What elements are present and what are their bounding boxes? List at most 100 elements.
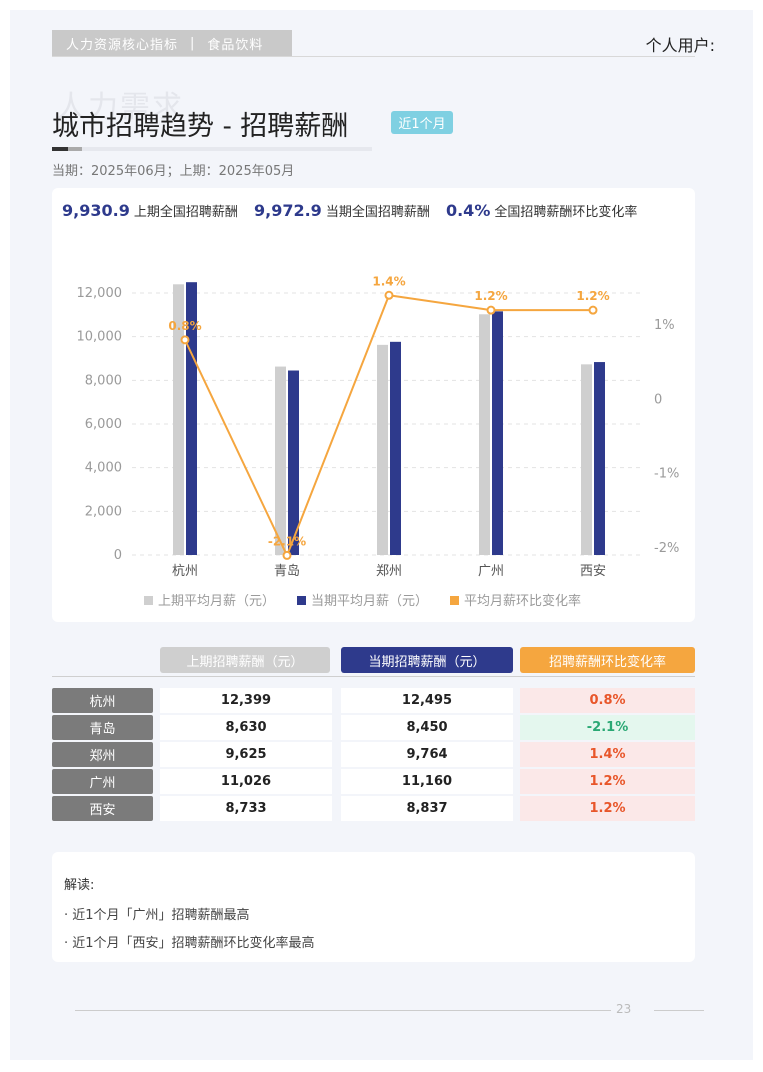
- bar-prev: [377, 344, 388, 555]
- legend-swatch: [144, 596, 153, 605]
- x-tick-label: 西安: [580, 564, 606, 579]
- bar-cur: [186, 282, 197, 555]
- summary-prev-value: 9,930.9: [62, 201, 130, 220]
- bar-cur: [390, 341, 401, 555]
- table-cell-prev: 9,625: [160, 742, 332, 767]
- bar-prev: [275, 366, 286, 555]
- bar-prev: [173, 284, 184, 555]
- table-cell-change: -2.1%: [520, 715, 695, 740]
- table-cell-change: 1.2%: [520, 769, 695, 794]
- header-tag-category: 人力资源核心指标: [66, 37, 179, 53]
- footer-line-right: [654, 1010, 704, 1011]
- table-cell-cur: 11,160: [341, 769, 513, 794]
- header-tag-industry: 食品饮料: [207, 37, 264, 53]
- header-tag: 人力资源核心指标 | 食品饮料: [52, 30, 292, 56]
- header-user: 个人用户:: [645, 36, 715, 55]
- table-cell-city: 广州: [52, 769, 153, 794]
- table-cell-cur: 8,450: [341, 715, 513, 740]
- section-watermark: 人力需求: [56, 90, 184, 125]
- table-cell-change: 1.2%: [520, 796, 695, 821]
- combo-chart: 0 2,000 4,000 6,000 8,000 10,000 12,000 -2% -1% 0…: [77, 274, 680, 609]
- change-rate-line: [184, 294, 593, 558]
- table-cell-change: 1.4%: [520, 742, 695, 767]
- y-right-tick-label: -1%: [654, 467, 679, 482]
- y-left-tick-label: 12,000: [77, 286, 123, 301]
- y-right-tick-label: -2%: [654, 541, 679, 556]
- page-number: 23: [616, 1002, 632, 1016]
- table-cell-prev: 11,026: [160, 769, 332, 794]
- x-tick-label: 郑州: [376, 564, 402, 579]
- summary-cur-label: 当期全国招聘薪酬: [325, 205, 430, 220]
- y-left-tick-label: 10,000: [77, 330, 123, 345]
- change-rate-point: [486, 305, 496, 315]
- summary-cur-value: 9,972.9: [253, 201, 322, 220]
- y-left-tick-label: 0: [114, 548, 122, 563]
- table-cell-city: 青岛: [52, 715, 153, 740]
- title-underline: [52, 147, 372, 151]
- period-text: 当期：2025年06月；上期：2025年05月: [52, 164, 295, 179]
- table-body: 杭州 12,399 12,495 0.8% 青岛 8,630 8,450 -2.…: [52, 688, 695, 823]
- table-row: 杭州 12,399 12,495 0.8%: [52, 688, 695, 715]
- table-header-change: 招聘薪酬环比变化率: [520, 647, 695, 673]
- bar-cur: [288, 370, 299, 555]
- summary-prev-label: 上期全国招聘薪酬: [133, 205, 238, 220]
- table-row: 郑州 9,625 9,764 1.4%: [52, 742, 695, 769]
- change-rate-label: -2.1%: [268, 534, 306, 548]
- y-left-tick-label: 4,000: [85, 461, 122, 476]
- table-cell-change: 0.8%: [520, 688, 695, 713]
- table-divider: [52, 676, 695, 677]
- y-left-tick-label: 2,000: [85, 504, 122, 519]
- footer-line-left: [75, 1010, 611, 1011]
- change-rate-label: 0.8%: [168, 319, 201, 333]
- table-cell-city: 西安: [52, 796, 153, 821]
- change-rate-point: [588, 305, 598, 315]
- change-rate-label: 1.4%: [372, 274, 405, 288]
- bar-prev: [479, 314, 490, 555]
- insight-item: · 近1个月「广州」招聘薪酬最高: [64, 908, 250, 923]
- table-cell-prev: 8,630: [160, 715, 332, 740]
- table-row: 西安 8,733 8,837 1.2%: [52, 796, 695, 823]
- change-rate-label: 1.2%: [474, 289, 507, 303]
- table-cell-cur: 9,764: [341, 742, 513, 767]
- change-rate-point: [384, 290, 394, 300]
- period-badge: 近1个月: [391, 111, 453, 134]
- x-tick-label: 青岛: [274, 563, 300, 579]
- table-cell-prev: 8,733: [160, 796, 332, 821]
- legend-swatch: [297, 596, 306, 605]
- page-title: 城市招聘趋势 - 招聘薪酬: [52, 111, 349, 142]
- y-left-tick-label: 8,000: [85, 373, 122, 388]
- table-cell-city: 杭州: [52, 688, 153, 713]
- table-cell-city: 郑州: [52, 742, 153, 767]
- insight-title: 解读:: [64, 878, 95, 893]
- y-right-tick-label: 0: [654, 392, 662, 407]
- bar-cur: [594, 362, 605, 555]
- change-rate-label: 1.2%: [576, 289, 609, 303]
- table-header-prev: 上期招聘薪酬（元）: [160, 647, 330, 673]
- header-divider: [52, 56, 695, 57]
- summary: 9,930.9 上期全国招聘薪酬 9,972.9 当期全国招聘薪酬 0.4% 全国招聘…: [62, 200, 682, 224]
- x-tick-label: 杭州: [172, 564, 198, 579]
- table-cell-prev: 12,399: [160, 688, 332, 713]
- change-rate-point: [282, 550, 292, 560]
- y-right-tick-label: 1%: [654, 318, 675, 333]
- legend-label: 当期平均月薪（元）: [311, 594, 428, 609]
- table-row: 青岛 8,630 8,450 -2.1%: [52, 715, 695, 742]
- table-cell-cur: 12,495: [341, 688, 513, 713]
- legend-swatch-line: [450, 596, 459, 605]
- x-tick-label: 广州: [478, 564, 504, 579]
- change-rate-point: [180, 335, 190, 345]
- bar-prev: [581, 364, 592, 555]
- summary-change-value: 0.4%: [445, 201, 491, 220]
- table-row: 广州 11,026 11,160 1.2%: [52, 769, 695, 796]
- insight-item: · 近1个月「西安」招聘薪酬环比变化率最高: [64, 936, 315, 951]
- table-cell-cur: 8,837: [341, 796, 513, 821]
- summary-change-label: 全国招聘薪酬环比变化率: [494, 205, 638, 220]
- table-header-cur: 当期招聘薪酬（元）: [341, 647, 513, 673]
- legend-label: 上期平均月薪（元）: [158, 594, 275, 609]
- bar-cur: [492, 311, 503, 555]
- chart-card: 9,930.9 上期全国招聘薪酬 9,972.9 当期全国招聘薪酬 0.4% 全国招聘…: [52, 188, 695, 622]
- insight-card: 解读: · 近1个月「广州」招聘薪酬最高 · 近1个月「西安」招聘薪酬环比变化率…: [52, 852, 695, 962]
- header-tag-separator: |: [190, 35, 196, 51]
- legend-label: 平均月薪环比变化率: [464, 593, 581, 609]
- y-left-tick-label: 6,000: [85, 417, 122, 432]
